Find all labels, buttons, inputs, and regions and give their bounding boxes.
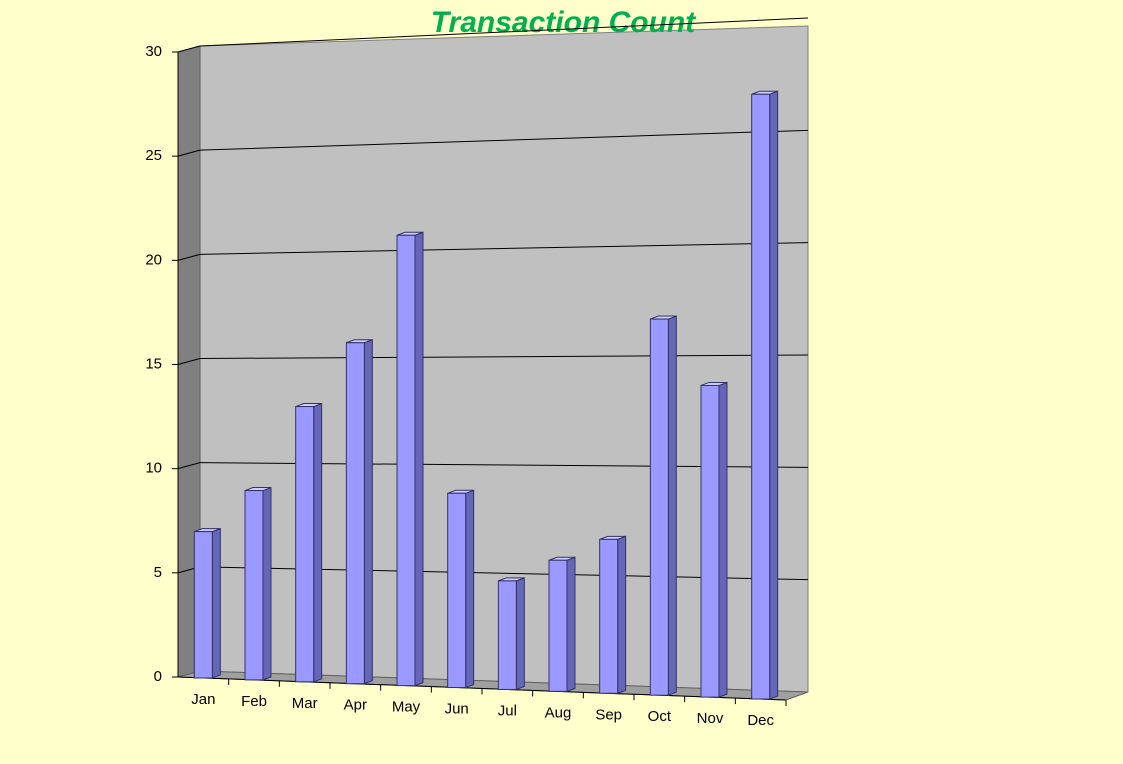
- bar: [700, 384, 720, 698]
- grid-line: [199, 242, 809, 255]
- y-tick-label: 10: [145, 460, 162, 477]
- x-tick-label: Aug: [545, 704, 572, 721]
- x-tick-label: Apr: [344, 697, 367, 714]
- bar-side: [718, 381, 728, 698]
- plot: 0 5 10 15 20 25 30 Jan Feb Mar Apr May Jun Jul Aug Sep O…: [145, 17, 809, 729]
- bar-side: [515, 577, 525, 691]
- bar-side: [363, 339, 373, 685]
- grid-line: [177, 45, 201, 53]
- grid-line: [199, 354, 809, 359]
- bar: [193, 531, 213, 679]
- bar: [244, 490, 264, 681]
- bar-side: [414, 231, 424, 687]
- x-tick-label: Jun: [445, 701, 469, 718]
- bar: [599, 538, 619, 694]
- bar: [295, 406, 315, 683]
- grid-line: [177, 358, 201, 365]
- y-tick-label: 5: [154, 564, 162, 581]
- bar: [548, 559, 568, 692]
- bar: [649, 318, 669, 696]
- grid-line: [177, 462, 201, 470]
- bar: [345, 342, 365, 685]
- x-tick-label: Nov: [697, 710, 724, 727]
- bar: [751, 93, 771, 700]
- x-tick-label: May: [392, 699, 421, 716]
- x-tick-label: Mar: [292, 695, 318, 712]
- grid-line: [199, 17, 809, 47]
- x-tick-label: Jan: [191, 691, 215, 708]
- bar-side: [262, 486, 272, 681]
- bar: [497, 580, 517, 690]
- x-tick-label: Feb: [241, 693, 267, 710]
- grid-line: [177, 253, 201, 261]
- bar-side: [211, 527, 221, 679]
- bar-side: [465, 489, 475, 689]
- x-tick-label: Dec: [747, 712, 774, 729]
- bar-side: [667, 315, 677, 696]
- bar: [447, 492, 467, 689]
- bar-side: [313, 402, 323, 683]
- y-tick-label: 20: [145, 251, 162, 268]
- bar-side: [566, 556, 576, 693]
- bar-side: [769, 90, 779, 700]
- bar-side: [617, 535, 627, 695]
- x-tick-label: Oct: [648, 708, 672, 725]
- y-tick-label: 0: [154, 668, 162, 685]
- y-tick-label: 30: [145, 43, 162, 60]
- x-tick-label: Jul: [498, 702, 517, 719]
- y-tick-label: 15: [145, 355, 162, 372]
- bar: [396, 234, 416, 687]
- grid-line: [199, 129, 809, 151]
- x-tick-label: Sep: [595, 706, 622, 723]
- grid-line: [177, 149, 201, 157]
- y-tick-label: 25: [145, 147, 162, 164]
